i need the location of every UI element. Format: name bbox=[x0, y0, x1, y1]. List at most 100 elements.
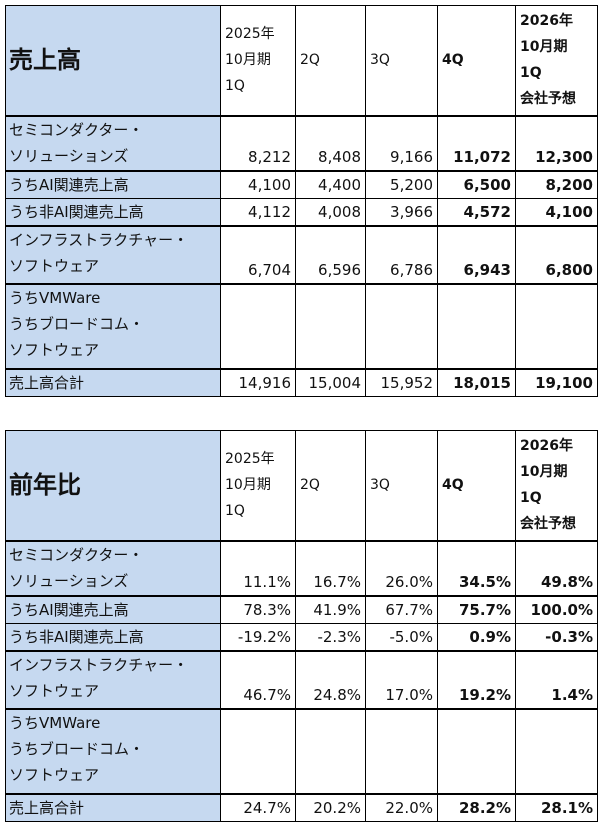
value-cell: 22.0% bbox=[365, 792, 438, 822]
data-table: 前年比 2025年 10月期 1Q 2Q 3Q 4Q 2026年 10月期 1Q 会社予想 セミコンダ… bbox=[5, 430, 598, 822]
header-line: 会社予想 bbox=[520, 91, 576, 108]
header-line: 10月期 bbox=[520, 464, 568, 481]
value-cell: 6,786 bbox=[365, 224, 438, 284]
value-cell: -2.3% bbox=[295, 622, 366, 651]
column-header: 3Q bbox=[365, 5, 438, 116]
value-cell: 19.2% bbox=[437, 649, 516, 709]
header-line: 2025年 bbox=[225, 451, 275, 468]
header-line: 3Q bbox=[370, 52, 390, 69]
column-header: 2025年 10月期 1Q bbox=[220, 430, 296, 541]
value-cell: 8,200 bbox=[515, 169, 598, 199]
value-cell: 8,408 bbox=[295, 114, 366, 171]
value-cell: 15,952 bbox=[365, 367, 438, 397]
label-line: ソフトウェア bbox=[9, 765, 100, 784]
value-cell: 6,800 bbox=[515, 224, 598, 284]
value-cell: 6,943 bbox=[437, 224, 516, 284]
value-cell bbox=[437, 707, 516, 794]
data-row: うちAI関連売上高 78.3% 41.9% 67.7% 75.7% 100.0% bbox=[5, 594, 598, 624]
value-cell: 24.7% bbox=[220, 792, 296, 822]
value-cell bbox=[295, 282, 366, 369]
row-label: うちVMWare うちブロードコム・ ソフトウェア bbox=[5, 707, 221, 794]
value-cell: 4,112 bbox=[220, 197, 296, 226]
value-cell: 15,004 bbox=[295, 367, 366, 397]
label-line: 売上高合計 bbox=[9, 373, 85, 392]
row-label: インフラストラクチャー・ ソフトウェア bbox=[5, 224, 221, 284]
label-line: ソフトウェア bbox=[9, 256, 100, 275]
value-cell: 16.7% bbox=[295, 539, 366, 596]
header-line: 2026年 bbox=[520, 13, 573, 30]
value-cell: 26.0% bbox=[365, 539, 438, 596]
column-header: 2Q bbox=[295, 430, 366, 541]
value-cell: 5,200 bbox=[365, 169, 438, 199]
value-cell: 17.0% bbox=[365, 649, 438, 709]
row-label: セミコンダクター・ ソリューションズ bbox=[5, 114, 221, 171]
column-header: 2026年 10月期 1Q 会社予想 bbox=[515, 430, 598, 541]
label-line: うちVMWare bbox=[9, 713, 101, 732]
label-line: ソリューションズ bbox=[9, 571, 129, 590]
value-cell bbox=[437, 282, 516, 369]
column-header: 3Q bbox=[365, 430, 438, 541]
value-cell: 34.5% bbox=[437, 539, 516, 596]
value-cell: 6,500 bbox=[437, 169, 516, 199]
value-cell bbox=[515, 282, 598, 369]
data-row: うちVMWare うちブロードコム・ ソフトウェア bbox=[5, 282, 598, 369]
data-row: インフラストラクチャー・ ソフトウェア 6,704 6,596 6,786 6,943 6,… bbox=[5, 224, 598, 284]
value-cell: 12,300 bbox=[515, 114, 598, 171]
header-line: 2026年 bbox=[520, 438, 573, 455]
value-cell: 24.8% bbox=[295, 649, 366, 709]
header-line: 2Q bbox=[300, 52, 320, 69]
data-row: うちAI関連売上高 4,100 4,400 5,200 6,500 8,200 bbox=[5, 169, 598, 199]
row-label: うちVMWare うちブロードコム・ ソフトウェア bbox=[5, 282, 221, 369]
data-row: 売上高合計 14,916 15,004 15,952 18,015 19,100 bbox=[5, 367, 598, 397]
value-cell bbox=[220, 282, 296, 369]
label-line: うち非AI関連売上高 bbox=[9, 627, 144, 646]
value-cell bbox=[295, 707, 366, 794]
value-cell: 4,100 bbox=[220, 169, 296, 199]
value-cell bbox=[515, 707, 598, 794]
value-cell: 1.4% bbox=[515, 649, 598, 709]
data-row: うち非AI関連売上高 -19.2% -2.3% -5.0% 0.9% -0.3% bbox=[5, 622, 598, 651]
data-row: 売上高合計 24.7% 20.2% 22.0% 28.2% 28.1% bbox=[5, 792, 598, 822]
data-row: セミコンダクター・ ソリューションズ 8,212 8,408 9,166 11,072 12… bbox=[5, 114, 598, 171]
row-label: うちAI関連売上高 bbox=[5, 169, 221, 199]
value-cell: 28.1% bbox=[515, 792, 598, 822]
value-cell: 75.7% bbox=[437, 594, 516, 624]
header-line: 1Q bbox=[520, 490, 542, 507]
header-line: 1Q bbox=[520, 65, 542, 82]
label-line: インフラストラクチャー・ bbox=[9, 230, 189, 249]
value-cell: 6,596 bbox=[295, 224, 366, 284]
label-line: うちVMWare bbox=[9, 288, 101, 307]
row-label: うちAI関連売上高 bbox=[5, 594, 221, 624]
value-cell: 4,572 bbox=[437, 197, 516, 226]
header-line: 1Q bbox=[225, 503, 245, 520]
value-cell: 8,212 bbox=[220, 114, 296, 171]
value-cell: 11,072 bbox=[437, 114, 516, 171]
header-line: 10月期 bbox=[225, 477, 271, 494]
header-line: 4Q bbox=[442, 477, 464, 494]
value-cell bbox=[365, 707, 438, 794]
value-cell: 18,015 bbox=[437, 367, 516, 397]
value-cell: 9,166 bbox=[365, 114, 438, 171]
value-cell: -0.3% bbox=[515, 622, 598, 651]
value-cell: 19,100 bbox=[515, 367, 598, 397]
value-cell: -19.2% bbox=[220, 622, 296, 651]
data-row: うち非AI関連売上高 4,112 4,008 3,966 4,572 4,100 bbox=[5, 197, 598, 226]
value-cell: 20.2% bbox=[295, 792, 366, 822]
value-cell: 100.0% bbox=[515, 594, 598, 624]
column-header: 2Q bbox=[295, 5, 366, 116]
label-line: うちブロードコム・ bbox=[9, 739, 145, 758]
label-line: うちブロードコム・ bbox=[9, 314, 145, 333]
value-cell: 41.9% bbox=[295, 594, 366, 624]
column-header: 4Q bbox=[437, 430, 516, 541]
label-line: うちAI関連売上高 bbox=[9, 175, 129, 194]
label-line: ソリューションズ bbox=[9, 146, 129, 165]
row-label: セミコンダクター・ ソリューションズ bbox=[5, 539, 221, 596]
value-cell: -5.0% bbox=[365, 622, 438, 651]
header-row: 前年比 2025年 10月期 1Q 2Q 3Q 4Q 2026年 10月期 1Q 会社予想 bbox=[5, 430, 598, 541]
data-row: インフラストラクチャー・ ソフトウェア 46.7% 24.8% 17.0% 19.2% 1.… bbox=[5, 649, 598, 709]
header-line: 2Q bbox=[300, 477, 320, 494]
header-line: 10月期 bbox=[520, 39, 568, 56]
header-line: 3Q bbox=[370, 477, 390, 494]
header-row: 売上高 2025年 10月期 1Q 2Q 3Q 4Q 2026年 10月期 1Q 会社予想 bbox=[5, 5, 598, 116]
